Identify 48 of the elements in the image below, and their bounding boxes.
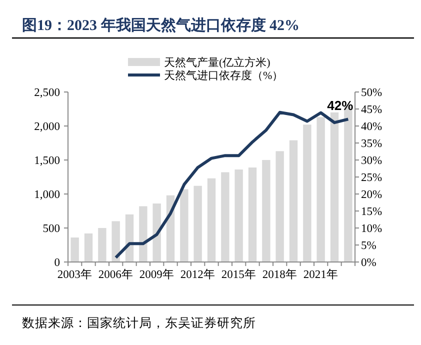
x-tick-label: 2012年 — [180, 268, 216, 281]
y2-tick-label: 5% — [361, 240, 377, 252]
x-tick-label: 2006年 — [98, 268, 134, 281]
bar — [262, 160, 270, 262]
y-tick-label: 0 — [54, 257, 60, 269]
bar — [70, 238, 79, 262]
y2-tick-label: 25% — [361, 172, 382, 184]
y-tick-label: 2,500 — [34, 87, 60, 99]
line-series — [114, 110, 350, 260]
x-tick-label: 2009年 — [139, 268, 174, 281]
bar — [234, 170, 243, 262]
y2-tick-label: 30% — [361, 155, 382, 167]
bar — [303, 124, 312, 262]
bar — [98, 228, 106, 262]
legend-label: 天然气产量(亿立方米) — [164, 56, 271, 69]
y-tick-label: 2,000 — [34, 121, 60, 133]
y-tick-label: 1,500 — [34, 155, 60, 167]
bar — [248, 167, 257, 262]
data-label: 42% — [327, 98, 354, 114]
bar — [276, 151, 284, 262]
bar — [207, 178, 216, 262]
bar — [84, 233, 93, 262]
bar — [180, 189, 188, 262]
x-tick-label: 2003年 — [57, 268, 92, 281]
x-tick-label: 2021年 — [303, 268, 338, 281]
y2-tick-label: 0% — [361, 257, 377, 269]
y-tick-label: 500 — [42, 223, 60, 235]
bar — [316, 117, 325, 262]
y2-tick-label: 10% — [361, 223, 382, 235]
y2-tick-label: 50% — [361, 87, 382, 99]
y-tick-label: 1,000 — [34, 189, 60, 201]
y2-tick-label: 45% — [361, 104, 382, 116]
bar — [112, 221, 120, 262]
chart-title: 图19：2023 年我国天然气进口依存度 42% — [22, 16, 300, 34]
bar — [289, 140, 298, 262]
x-tick-label: 2018年 — [262, 268, 298, 281]
y2-tick-label: 20% — [361, 189, 382, 201]
bar — [221, 172, 230, 262]
bar — [330, 112, 339, 262]
bar — [152, 204, 161, 262]
bar — [139, 206, 148, 262]
bar — [194, 186, 202, 262]
x-tick-label: 2015年 — [221, 268, 256, 281]
y2-tick-label: 35% — [361, 138, 382, 150]
y2-tick-label: 15% — [361, 206, 382, 218]
y2-tick-label: 40% — [361, 121, 382, 133]
legend-label: 天然气进口依存度（%） — [164, 69, 284, 82]
source-note: 数据来源：国家统计局，东吴证券研究所 — [22, 315, 256, 330]
